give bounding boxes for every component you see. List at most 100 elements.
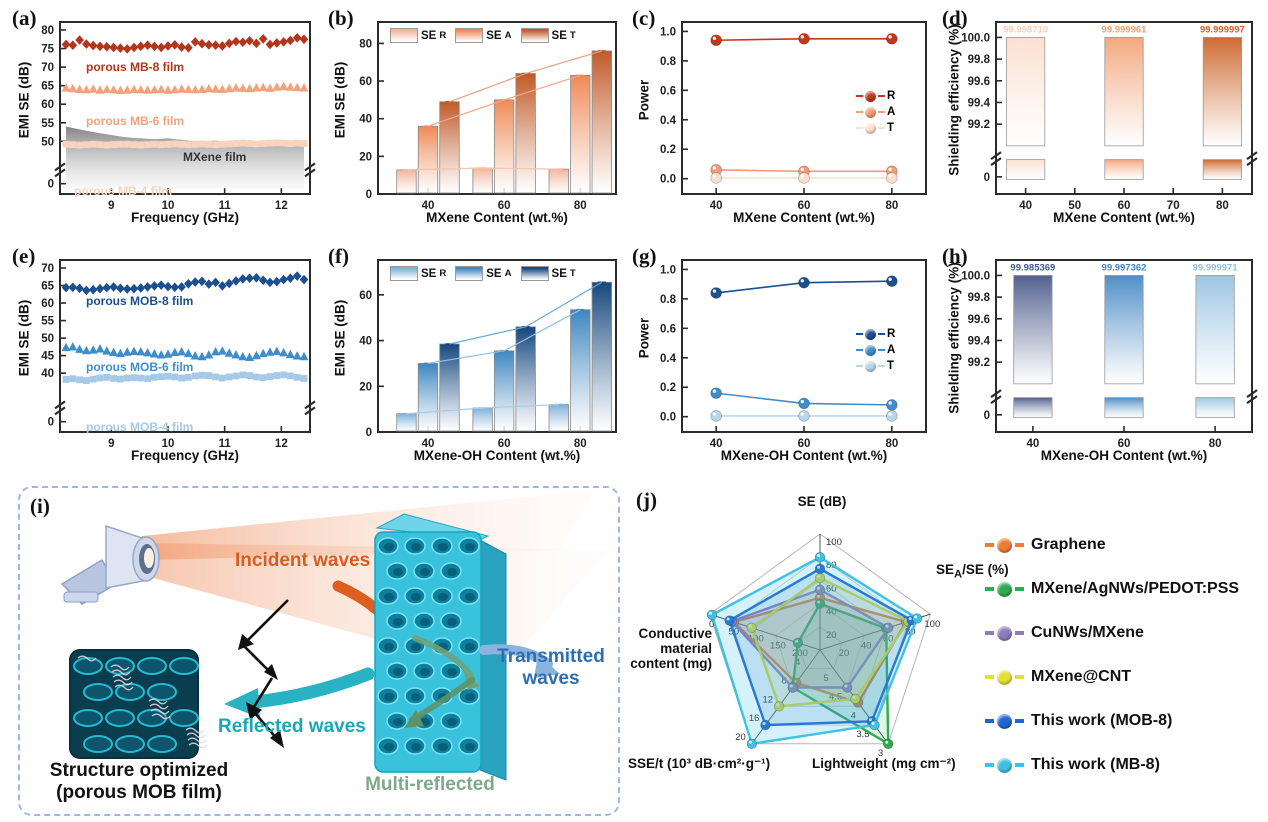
svg-text:0.2: 0.2 (660, 144, 676, 156)
svg-text:12: 12 (763, 694, 774, 705)
panel-c: (c) Power 0.0 0.2 0.4 0.6 0.8 1.0 40 60 80 MXene… (628, 4, 934, 244)
legend-t: T (887, 360, 895, 372)
svg-text:80: 80 (905, 626, 916, 637)
svg-text:60: 60 (798, 200, 811, 212)
svg-text:0.0: 0.0 (660, 412, 676, 424)
panel-i: (i) Incident waves Reflected waves Trans… (18, 486, 620, 816)
panel-d: (d) Shielding efficiency (%) 99.2 99.4 99.… (938, 4, 1264, 244)
svg-text:11: 11 (219, 200, 232, 212)
legend-item-mxene-cnt: MXene@CNT (1031, 668, 1132, 685)
multi-reflected-label: Multi-reflected (365, 774, 495, 795)
label-mob4: porous MOB-4 film (86, 420, 194, 434)
panel-b: (b) EMI SE (dB) 0 20 40 60 80 40 60 80 MXene Co… (324, 4, 624, 244)
svg-text:80: 80 (1216, 200, 1229, 212)
panel-e-xlabel: Frequency (GHz) (130, 448, 239, 463)
svg-text:20: 20 (359, 151, 372, 163)
svg-text:0.8: 0.8 (660, 56, 677, 68)
panel-b-xlabel: MXene Content (wt.%) (426, 210, 568, 225)
label-mob6: porous MOB-6 film (86, 360, 194, 374)
svg-text:20: 20 (839, 648, 850, 659)
svg-text:80: 80 (574, 200, 587, 212)
svg-text:100.0: 100.0 (961, 32, 990, 44)
label-mxene-film: MXene film (183, 150, 247, 164)
panel-d-ylabel: Shielding efficiency (%) (946, 24, 962, 176)
svg-text:60: 60 (883, 633, 894, 644)
svg-text:0.4: 0.4 (660, 353, 677, 365)
panel-c-ylabel: Power (636, 79, 652, 121)
panel-f-plot: 0 20 40 60 40 60 80 (359, 259, 617, 450)
schematic (60, 490, 608, 781)
svg-text:10: 10 (162, 438, 175, 450)
panel-d-tag: (d) (942, 6, 968, 30)
svg-text:9: 9 (108, 200, 114, 212)
panel-e-tag: (e) (12, 244, 36, 268)
swatch-set (520, 28, 549, 43)
legend-item-mxene-agnws: MXene/AgNWs/PEDOT:PSS (1031, 580, 1240, 597)
swatch-ser (390, 28, 418, 43)
panel-a: (a) EMI SE (dB) 50 55 60 65 70 75 80 0 9 10 11 12 F… (8, 4, 320, 244)
svg-text:75: 75 (41, 44, 54, 56)
svg-text:10: 10 (162, 200, 175, 212)
svg-text:55: 55 (41, 118, 54, 130)
radar-chart: 204060801002040608010054.543.53481216202… (706, 533, 940, 759)
panel-b-tag: (b) (328, 6, 354, 30)
structure-caption: Structure optimized (porous MOB film) (49, 760, 229, 803)
svg-text:60: 60 (826, 583, 837, 594)
panel-e-ylabel: EMI SE (dB) (16, 299, 32, 377)
panel-d-plot: 99.2 99.4 99.6 99.8 100.0 0 40 50 60 70 80 99.99871… (961, 21, 1258, 212)
legend-item-graphene: Graphene (1031, 536, 1106, 553)
panel-c-xlabel: MXene Content (wt.%) (733, 210, 875, 225)
radar-axis-sea-se: SEA/SE (%) (936, 562, 1009, 581)
swatch-set (520, 266, 549, 281)
label-mb6: porous MB-6 film (86, 114, 184, 128)
svg-text:4: 4 (795, 657, 800, 668)
svg-text:60: 60 (798, 438, 811, 450)
radar-legend: Graphene MXene/AgNWs/PEDOT:PSS CuNWs/MXe… (985, 536, 1239, 774)
legend-a: A (887, 344, 896, 356)
svg-text:50: 50 (1068, 200, 1081, 212)
panel-g-ylabel: Power (636, 317, 652, 359)
svg-text:100: 100 (924, 619, 940, 630)
svg-text:150: 150 (770, 641, 786, 652)
svg-text:0: 0 (48, 417, 54, 429)
svg-text:0: 0 (984, 172, 990, 184)
panel-a-xlabel: Frequency (GHz) (130, 210, 239, 225)
svg-text:80: 80 (885, 438, 898, 450)
svg-text:1.0: 1.0 (660, 264, 676, 276)
svg-text:12: 12 (275, 200, 288, 212)
panel-g-xlabel: MXene-OH Content (wt.%) (720, 448, 888, 463)
svg-text:9: 9 (108, 438, 114, 450)
panel-a-plot: 50 55 60 65 70 75 80 0 9 10 11 12 (41, 21, 316, 212)
svg-text:12: 12 (275, 438, 288, 450)
svg-text:3.5: 3.5 (856, 729, 869, 740)
svg-text:60: 60 (359, 76, 372, 88)
svg-text:80: 80 (359, 38, 372, 50)
panel-f-xlabel: MXene-OH Content (wt.%) (413, 448, 581, 463)
svg-text:60: 60 (359, 290, 372, 302)
svg-text:20: 20 (359, 381, 372, 393)
svg-text:40: 40 (826, 607, 837, 618)
svg-text:99.999971: 99.999971 (1193, 262, 1239, 273)
svg-text:99.6: 99.6 (968, 314, 990, 326)
legend-item-mb8: This work (MB-8) (1031, 756, 1160, 773)
panel-i-tag: (i) (30, 494, 50, 518)
svg-text:40: 40 (359, 114, 372, 126)
svg-text:70: 70 (41, 62, 54, 74)
panel-a-ylabel: EMI SE (dB) (16, 61, 32, 139)
label-mob8: porous MOB-8 film (86, 294, 194, 308)
legend-b: SE R SE A SE T (390, 28, 576, 43)
swatch-sea (455, 266, 484, 281)
svg-text:0.4: 0.4 (660, 115, 677, 127)
svg-text:99.997362: 99.997362 (1102, 262, 1147, 273)
svg-text:60: 60 (1118, 200, 1131, 212)
svg-text:55: 55 (41, 316, 54, 328)
svg-text:0: 0 (366, 189, 372, 201)
svg-text:0.0: 0.0 (660, 174, 676, 186)
label-mb4: porous MB-4 film (74, 184, 172, 198)
svg-text:0: 0 (48, 179, 54, 191)
legend-label: SE (421, 29, 437, 42)
svg-text:40: 40 (359, 336, 372, 348)
svg-text:11: 11 (219, 438, 232, 450)
legend-marker (997, 625, 1012, 641)
